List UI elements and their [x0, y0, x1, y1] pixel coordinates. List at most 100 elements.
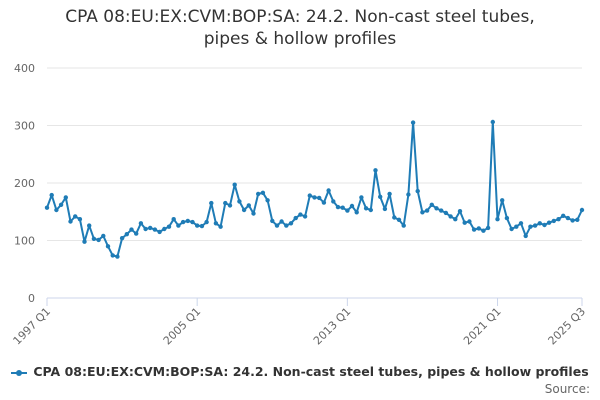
y-tick-label-0: 0: [28, 292, 35, 305]
data-point: [424, 208, 430, 213]
data-point: [223, 200, 228, 206]
data-point: [345, 208, 350, 213]
data-point: [68, 219, 73, 224]
data-point: [166, 224, 172, 229]
data-point: [237, 199, 242, 204]
data-point: [115, 254, 120, 259]
data-point: [542, 222, 547, 228]
data-point: [105, 244, 111, 249]
data-point: [251, 211, 256, 216]
data-point: [91, 236, 97, 241]
data-point: [485, 225, 491, 231]
data-point: [420, 210, 425, 215]
data-point: [143, 226, 148, 232]
data-point: [293, 215, 298, 221]
data-point: [570, 218, 575, 223]
series-line-0: [46, 121, 583, 258]
chart-title-line-1: CPA 08:EU:EX:CVM:BOP:SA: 24.2. Non-cast …: [65, 7, 535, 27]
data-point: [495, 217, 500, 222]
x-tick-label-1: 2005 Q1: [161, 305, 204, 348]
data-point: [87, 223, 92, 228]
data-point: [368, 207, 373, 213]
data-point: [317, 195, 322, 201]
x-tick-label-2: 2013 Q1: [311, 305, 354, 348]
y-tick-label-100: 100: [14, 235, 35, 248]
legend[interactable]: CPA 08:EU:EX:CVM:BOP:SA: 24.2. Non-cast …: [0, 364, 600, 379]
gridlines: [47, 67, 582, 241]
data-point: [171, 217, 176, 222]
data-point: [298, 212, 303, 217]
data-point: [410, 120, 416, 125]
data-point: [481, 228, 486, 233]
data-point: [561, 213, 566, 218]
data-point: [209, 200, 214, 206]
x-tick-label-0: 1997 Q1: [11, 305, 54, 348]
chart-title: CPA 08:EU:EX:CVM:BOP:SA: 24.2. Non-cast …: [0, 6, 600, 50]
data-point: [532, 223, 538, 228]
data-point: [415, 188, 420, 194]
series-layer: [44, 119, 585, 259]
data-point: [457, 209, 463, 214]
data-point: [312, 195, 317, 200]
data-point: [429, 202, 434, 207]
data-point: [134, 231, 139, 236]
data-point: [279, 219, 284, 224]
data-point: [101, 233, 106, 239]
data-point: [349, 203, 355, 209]
data-point: [363, 206, 369, 211]
data-point: [392, 215, 397, 220]
data-point: [439, 208, 444, 213]
data-point: [448, 214, 453, 219]
data-point: [326, 188, 331, 193]
data-point: [321, 200, 327, 205]
data-point: [162, 226, 167, 232]
data-point: [462, 220, 467, 225]
chart-title-line-2: pipes & hollow profiles: [203, 29, 397, 49]
data-point: [265, 198, 270, 203]
data-point: [185, 218, 190, 224]
data-point: [382, 206, 388, 212]
data-point: [551, 218, 556, 224]
data-point: [218, 224, 223, 229]
data-point: [434, 206, 439, 211]
y-tick-label-200: 200: [14, 177, 35, 190]
data-point: [443, 210, 449, 216]
data-point: [467, 219, 472, 224]
data-point: [565, 215, 571, 221]
data-point: [199, 223, 205, 229]
data-point: [110, 253, 115, 258]
data-point: [227, 203, 233, 208]
data-point: [157, 229, 162, 235]
data-point: [284, 223, 289, 228]
data-point: [302, 214, 308, 219]
data-point: [331, 199, 336, 204]
x-tick-labels: 1997 Q1 2005 Q1 2013 Q1 2021 Q1 2025 Q3: [11, 305, 589, 348]
data-point: [274, 223, 280, 228]
data-point: [124, 232, 129, 237]
data-point: [44, 205, 50, 210]
data-point: [509, 226, 514, 232]
data-point: [359, 195, 364, 200]
data-point: [58, 202, 64, 207]
data-point: [396, 217, 402, 222]
data-point: [335, 204, 341, 210]
data-point: [77, 217, 83, 222]
data-point: [471, 227, 477, 232]
data-point: [241, 207, 247, 213]
data-point: [307, 193, 312, 198]
data-point: [129, 227, 134, 232]
data-point: [401, 223, 406, 228]
data-point: [63, 195, 68, 200]
data-point: [270, 218, 275, 224]
data-point: [354, 210, 359, 215]
data-point: [453, 217, 458, 222]
data-point: [213, 221, 219, 226]
data-point: [378, 194, 383, 199]
data-point: [152, 227, 158, 232]
legend-swatch-icon: [11, 369, 28, 376]
data-point: [546, 220, 552, 225]
y-tick-label-400: 400: [14, 62, 35, 75]
data-point: [190, 219, 195, 225]
data-point: [500, 198, 505, 203]
data-point: [575, 217, 580, 222]
